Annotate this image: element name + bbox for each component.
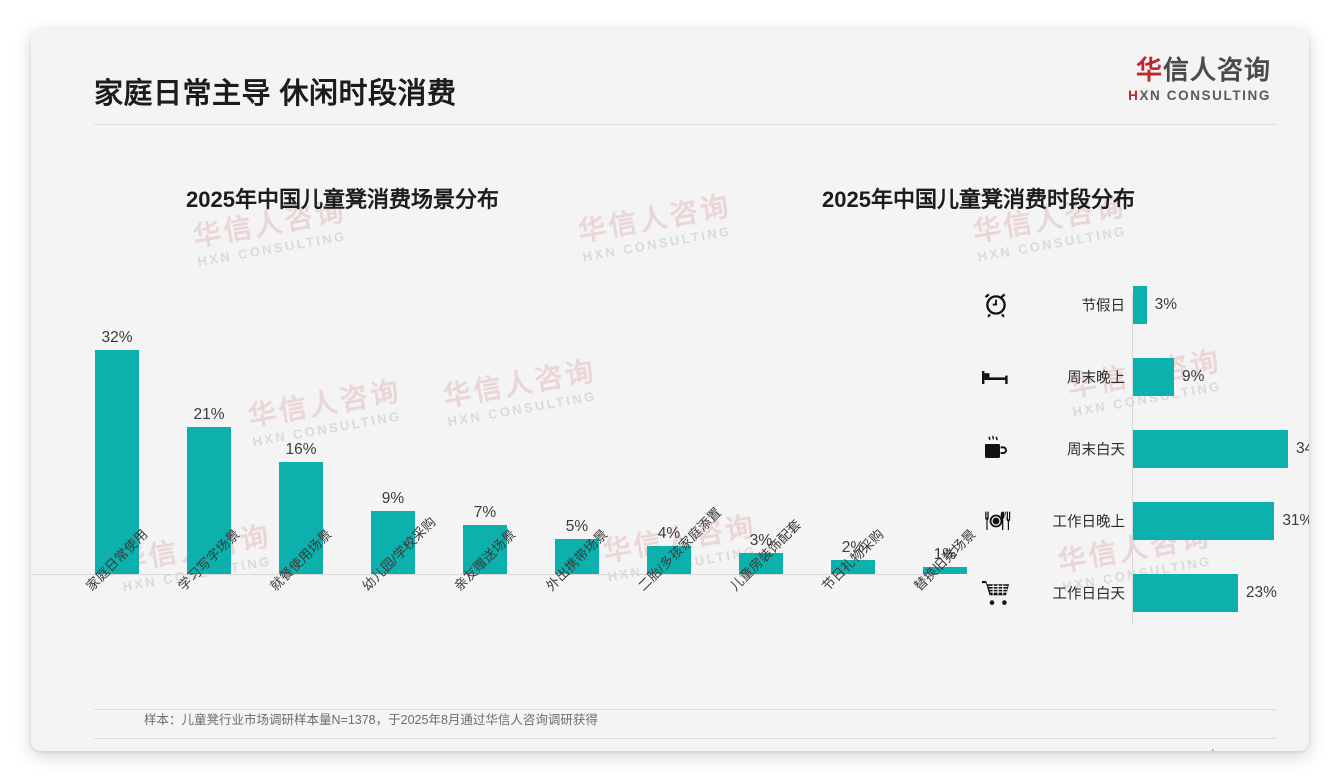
source-note: 样本：儿童凳行业市场调研样本量N=1378，于2025年8月通过华信人咨询调研获… xyxy=(144,713,598,727)
time-bar[interactable] xyxy=(1133,574,1238,612)
time-bar-wrapper: 9% xyxy=(1133,351,1204,403)
dining-icon xyxy=(979,504,1013,538)
time-bar-wrapper: 23% xyxy=(1133,567,1277,619)
bar-value-label: 21% xyxy=(193,405,225,423)
scene-bar-column: 3% xyxy=(715,304,807,574)
time-bar-wrapper: 31% xyxy=(1133,495,1309,547)
bar-value-label: 9% xyxy=(381,489,405,507)
right-chart-axis xyxy=(1132,294,1133,624)
time-category-label: 工作日白天 xyxy=(1052,586,1126,603)
hot-beverage-icon xyxy=(979,432,1013,466)
watermark-english: HXN CONSULTING xyxy=(581,223,733,265)
source-divider xyxy=(94,709,1276,710)
slide-footer: ©2025.10 HXR华信人咨询 www.hxrcon.com xyxy=(94,738,1276,751)
scene-bar-column: 32% xyxy=(71,304,163,574)
time-category-label: 周末白天 xyxy=(1067,442,1125,459)
alarm-clock-icon xyxy=(979,288,1013,322)
scene-bar[interactable] xyxy=(371,511,415,574)
page-title: 家庭日常主导 休闲时段消费 xyxy=(94,78,457,110)
bar-value-label: 32% xyxy=(101,328,133,346)
website-link[interactable]: www.hxrcon.com xyxy=(1182,748,1276,751)
scene-bar[interactable] xyxy=(831,560,875,574)
time-bar-value-label: 23% xyxy=(1245,584,1277,602)
watermark: 华信人咨询 HXN CONSULTING xyxy=(575,190,736,265)
left-chart-title: 2025年中国儿童凳消费场景分布 xyxy=(186,187,499,212)
scene-bar[interactable] xyxy=(923,567,967,574)
scene-bar-column: 16% xyxy=(255,304,347,574)
copyright-text: ©2025.10 HXR华信人咨询 xyxy=(94,748,241,751)
bar-value-label: 16% xyxy=(285,440,317,458)
time-bar[interactable] xyxy=(1133,358,1175,396)
scene-bar[interactable] xyxy=(279,462,323,574)
bar-value-label: 5% xyxy=(565,517,589,535)
time-bar[interactable] xyxy=(1133,502,1275,540)
scene-bar[interactable] xyxy=(739,553,783,574)
scene-bar[interactable] xyxy=(463,525,507,574)
scene-bar-column: 9% xyxy=(347,304,439,574)
brand-logo: 华信人咨询 HXN CONSULTING xyxy=(1071,57,1271,103)
scene-bar-column: 5% xyxy=(531,304,623,574)
logo-chinese-text: 华信人咨询 xyxy=(1071,57,1271,83)
time-bar-value-label: 3% xyxy=(1154,296,1178,314)
watermark-english: HXN CONSULTING xyxy=(196,228,348,270)
bar-value-label: 7% xyxy=(473,503,497,521)
scene-category-labels: 家庭日常使用 学习写字场景 就餐使用场景 幼儿园/学校采购 亲友赠送场景 外出携带场景 二胎… xyxy=(71,505,991,685)
time-bar-value-label: 31% xyxy=(1282,512,1309,530)
time-bar-wrapper: 3% xyxy=(1133,279,1177,331)
bar-value-label: 2% xyxy=(841,538,865,556)
scene-bar[interactable] xyxy=(187,427,231,574)
time-distribution-row: 周末晚上 9% xyxy=(971,351,1301,403)
scene-bar[interactable] xyxy=(555,539,599,574)
left-chart-baseline xyxy=(31,574,931,575)
time-bar-wrapper: 34% xyxy=(1133,423,1309,475)
scene-bar-column: 7% xyxy=(439,304,531,574)
time-distribution-row: 工作日晚上 31% xyxy=(971,495,1309,547)
time-bar-value-label: 9% xyxy=(1182,368,1205,386)
bed-icon xyxy=(979,360,1013,394)
scene-bar-column: 2% xyxy=(807,304,899,574)
logo-chinese-rest: 信人咨询 xyxy=(1162,55,1271,85)
bar-value-label: 4% xyxy=(657,524,681,542)
scene-bar[interactable] xyxy=(647,546,691,574)
shopping-cart-icon xyxy=(979,576,1013,610)
slide-header: 家庭日常主导 休闲时段消费 华信人咨询 HXN CONSULTING xyxy=(31,29,1309,125)
time-bar[interactable] xyxy=(1133,430,1288,468)
bar-value-label: 1% xyxy=(933,545,957,563)
time-bar[interactable] xyxy=(1133,286,1147,324)
logo-chinese-first-char: 华 xyxy=(1135,55,1163,85)
scene-bar-column: 21% xyxy=(163,304,255,574)
watermark-english: HXN CONSULTING xyxy=(976,223,1128,265)
scene-bar[interactable] xyxy=(95,350,139,574)
time-bar-value-label: 34% xyxy=(1296,440,1309,458)
slide-card: 家庭日常主导 休闲时段消费 华信人咨询 HXN CONSULTING 华信人咨询… xyxy=(31,29,1309,751)
logo-english-text: HXN CONSULTING xyxy=(1071,89,1271,103)
scene-bar-column: 1% xyxy=(899,304,991,574)
watermark-chinese: 华信人咨询 xyxy=(575,190,734,248)
time-distribution-chart: 节假日 3% 周末晚上 9% 周末白天 34% 工作日晚上 31% 工作日白天 23% xyxy=(971,279,1309,634)
scene-bar-column: 4% xyxy=(623,304,715,574)
time-category-label: 节假日 xyxy=(1081,298,1126,315)
scene-bars-container: 32% 21% 16% 9% 7% 5% 4% 3% 2% 1% xyxy=(71,304,991,574)
header-divider xyxy=(94,124,1276,125)
bar-value-label: 3% xyxy=(749,531,773,549)
time-category-label: 工作日晚上 xyxy=(1052,514,1126,531)
time-category-label: 周末晚上 xyxy=(1067,370,1125,387)
right-chart-title: 2025年中国儿童凳消费时段分布 xyxy=(822,187,1135,212)
time-distribution-row: 周末白天 34% xyxy=(971,423,1309,475)
time-distribution-row: 节假日 3% xyxy=(971,279,1301,331)
time-distribution-row: 工作日白天 23% xyxy=(971,567,1301,619)
scene-distribution-chart: 32% 21% 16% 9% 7% 5% 4% 3% 2% 1% xyxy=(71,264,991,574)
logo-english-rest: XN CONSULTING xyxy=(1139,88,1271,103)
logo-english-first-char: H xyxy=(1128,88,1140,103)
